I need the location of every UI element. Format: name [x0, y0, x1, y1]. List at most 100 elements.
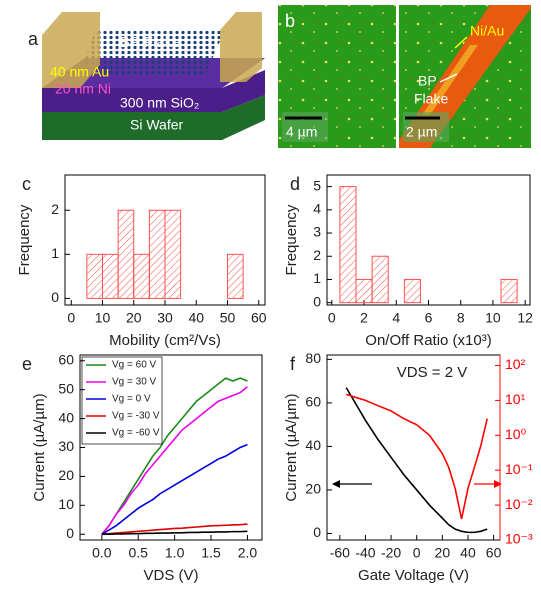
data-line — [345, 393, 488, 520]
histogram-bar — [86, 253, 103, 299]
scale-bar-label: 4 µm — [286, 124, 317, 140]
x-tick-label: 1.0 — [165, 545, 185, 561]
y-tick-label: 80 — [305, 350, 321, 366]
y-tick-label: 20 — [305, 481, 321, 497]
device-schematic: a BP Flake 40 nm Au 20 nm Ni 300 nm SiO₂… — [28, 12, 265, 140]
annotation: VDS = 2 V — [397, 364, 467, 381]
contact-right — [220, 12, 262, 82]
layer-label: Si Wafer — [130, 117, 183, 133]
y2-tick-label: 10⁻³ — [505, 531, 533, 547]
panel-label: f — [290, 354, 296, 374]
y-tick-label: 0 — [313, 524, 321, 540]
contact-left — [42, 12, 100, 88]
x-tick-label: 10 — [95, 310, 111, 326]
data-line — [101, 386, 248, 535]
layer-label: BP Flake — [120, 34, 181, 51]
histogram-bar — [339, 186, 357, 304]
layer-label: 40 nm Au — [50, 64, 109, 80]
data-line — [101, 530, 248, 536]
x-axis-label: Mobility (cm²/Vs) — [109, 332, 221, 349]
panel-label: e — [22, 354, 32, 374]
x-tick-label: 0 — [413, 545, 421, 561]
y-tick-label: 60 — [305, 394, 321, 410]
legend-label: Vg = 0 V — [112, 394, 151, 405]
si-wafer — [42, 95, 265, 140]
y-tick-label: 0 — [66, 525, 74, 541]
x-tick-label: 60 — [251, 310, 267, 326]
x-tick-label: -60 — [330, 545, 350, 561]
legend-label: Vg = 60 V — [112, 360, 157, 371]
x-tick-label: 8 — [457, 310, 465, 326]
image-label: BP — [418, 73, 437, 89]
y2-tick-label: 10⁻¹ — [505, 461, 533, 477]
x-tick-label: 2 — [360, 310, 368, 326]
data-line — [101, 443, 248, 535]
x-axis-label: VDS (V) — [143, 567, 198, 584]
y-axis-label: Frequency — [283, 204, 300, 275]
y-tick-label: 30 — [58, 438, 74, 454]
plot-frame — [326, 354, 501, 541]
x-tick-label: 0.5 — [129, 545, 149, 561]
histogram-bar — [500, 278, 518, 304]
x-tick-label: 10 — [485, 310, 501, 326]
histogram-bar — [117, 209, 135, 299]
histogram-bar — [227, 253, 244, 299]
y-tick-label: 4 — [313, 201, 321, 217]
y2-tick-label: 10¹ — [505, 391, 526, 407]
x-tick-label: 30 — [157, 310, 173, 326]
scale-bar-label: 2 µm — [406, 124, 437, 140]
y-tick-label: 20 — [58, 467, 74, 483]
y-axis-label: Frequency — [16, 204, 33, 275]
x-tick-label: -40 — [355, 545, 375, 561]
histogram-bar — [403, 278, 421, 304]
data-line — [345, 387, 488, 534]
bp-flake — [80, 30, 225, 75]
x-tick-label: 0 — [67, 310, 75, 326]
data-line — [101, 377, 248, 535]
legend-label: Vg = -60 V — [112, 428, 160, 439]
histogram-bar — [102, 253, 119, 299]
panel-label: c — [22, 174, 31, 194]
y-tick-label: 0 — [313, 293, 321, 309]
layer-label: 20 nm Ni — [55, 81, 111, 97]
x-tick-label: -20 — [381, 545, 401, 561]
y-tick-label: 2 — [51, 201, 59, 217]
x-tick-label: 12 — [517, 310, 533, 326]
y2-tick-label: 10² — [505, 356, 526, 372]
y2-tick-label: 10⁰ — [505, 426, 527, 442]
x-axis-label: Gate Voltage (V) — [358, 567, 469, 584]
y-tick-label: 40 — [305, 437, 321, 453]
plot-frame — [64, 174, 266, 306]
x-tick-label: 20 — [126, 310, 142, 326]
y-tick-label: 10 — [58, 496, 74, 512]
y-tick-label: 40 — [58, 409, 74, 425]
image-label: Flake — [414, 91, 448, 107]
x-tick-label: 0.0 — [92, 545, 112, 561]
panel-label: b — [285, 11, 295, 31]
panel-label: d — [290, 174, 300, 194]
x-tick-label: 0 — [328, 310, 336, 326]
y-tick-label: 50 — [58, 380, 74, 396]
y-tick-label: 5 — [313, 177, 321, 193]
y-tick-label: 60 — [58, 351, 74, 367]
y-tick-label: 0 — [51, 289, 59, 305]
axis-arrows — [332, 480, 502, 488]
histogram-bar — [371, 255, 389, 304]
x-axis-label: On/Off Ratio (x10³) — [365, 332, 491, 349]
layer-label: 300 nm SiO₂ — [120, 95, 199, 111]
legend-label: Vg = 30 V — [112, 377, 157, 388]
plot-frame — [326, 174, 531, 306]
histogram-bar — [355, 278, 373, 304]
y2-tick-label: 10⁻² — [505, 496, 533, 512]
x-tick-label: 2.0 — [238, 545, 258, 561]
plot-frame — [79, 354, 263, 541]
y-tick-label: 3 — [313, 224, 321, 240]
x-tick-label: 1.5 — [201, 545, 221, 561]
legend-box — [81, 356, 163, 445]
x-tick-label: 20 — [435, 545, 451, 561]
y-tick-label: 2 — [313, 247, 321, 263]
x-tick-label: 50 — [220, 310, 236, 326]
y-axis-label: Current (µA/µm) — [283, 393, 300, 501]
histogram-bar — [148, 209, 166, 299]
